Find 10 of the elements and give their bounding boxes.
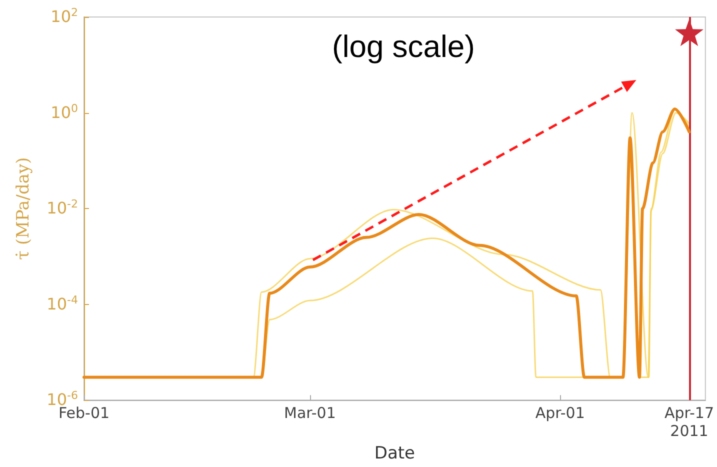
x-axis-title: Date bbox=[374, 444, 416, 464]
y-tick-label: 10$^{0}$ bbox=[50, 101, 78, 122]
x-tick-label: Apr-01 bbox=[535, 404, 585, 422]
y-tick-label: 10$^{-4}$ bbox=[46, 292, 78, 314]
chart-title: (log scale) bbox=[332, 29, 475, 64]
x-tick-label: Mar-01 bbox=[284, 404, 336, 422]
y-tick-label: 10$^{2}$ bbox=[50, 6, 78, 26]
x-tick-label: Apr-17 2011 bbox=[664, 404, 714, 440]
y-tick-label: 10$^{-2}$ bbox=[46, 197, 78, 218]
y-axis-title: τ̇ (MPa/day) bbox=[14, 157, 34, 260]
